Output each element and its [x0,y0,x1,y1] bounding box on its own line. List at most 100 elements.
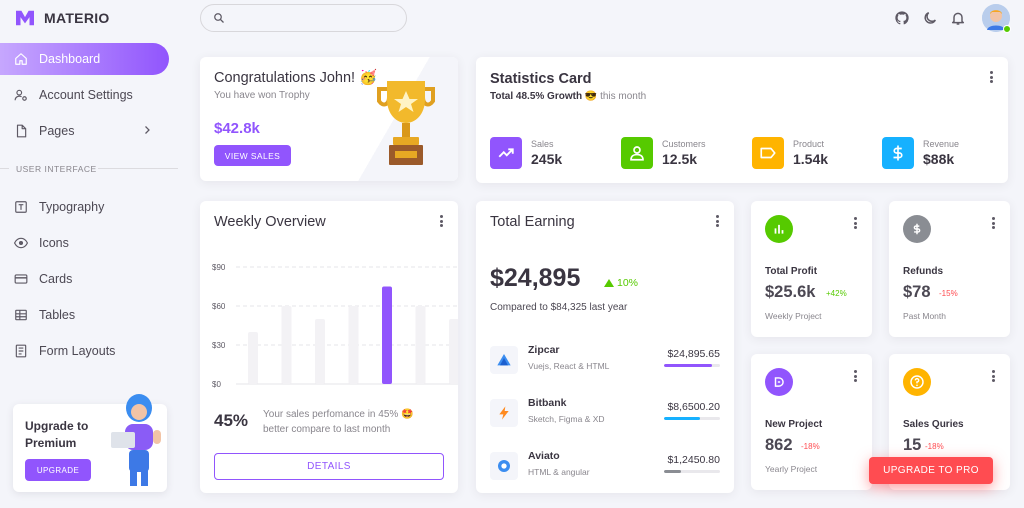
stat-label: Customers [662,139,706,149]
stat-value: 1.54k [793,151,829,167]
sidebar-item-label: Typography [39,200,105,214]
topbar-actions [894,4,1011,33]
chart-bar[interactable] [315,319,325,384]
typography-icon [14,200,28,214]
upgrade-button[interactable]: UPGRADE [25,459,91,481]
currency-icon [903,215,931,243]
more-vertical-icon[interactable] [990,71,994,83]
sidebar-item-label: Account Settings [39,88,133,102]
y-tick-label: $0 [212,380,221,389]
mini-card-change: -15% [939,289,958,298]
earning-progress-bar [664,470,720,473]
trophy-icon [377,81,435,165]
sidebar-item-pages[interactable]: Pages [0,115,169,147]
moon-icon[interactable] [922,10,938,26]
statistics-growth: Total 48.5% Growth [490,91,583,102]
sidebar-item-label: Dashboard [39,52,101,66]
sidebar-item-label: Cards [39,272,73,286]
upgrade-premium-title: Upgrade to Premium [25,419,89,450]
chart-bar[interactable] [382,286,392,385]
stat-label: Product [793,139,825,149]
earning-item-amount: $8,6500.20 [667,401,720,413]
sidebar-item-form-layouts[interactable]: Form Layouts [0,335,169,367]
sidebar-item-label: Pages [39,124,75,138]
total-earning-amount: $24,895 [490,264,581,292]
stat-item-sales: Sales 245k [490,137,562,169]
mini-card-footer: Yearly Project [765,464,818,474]
chart-bar[interactable] [348,306,359,384]
mini-card-footer: Weekly Project [765,311,822,321]
chart-bar[interactable] [248,332,258,384]
details-button[interactable]: DETAILS [214,453,444,480]
stat-item-product: Product 1.54k [752,137,828,169]
earning-item-desc: Sketch, Figma & XD [528,414,605,424]
chevron-right-icon [145,126,150,134]
brand-name: MATERIO [44,10,110,26]
weekly-bar-chart: $90 $60 $30 $0 [212,263,458,389]
person-illustration-icon [111,394,161,486]
earning-item-name: Aviato [528,450,560,462]
bell-icon[interactable] [950,10,966,26]
mini-card-value: 15 [903,436,922,454]
more-vertical-icon[interactable] [440,215,444,227]
congrats-subtitle: You have won Trophy [214,90,310,101]
sidebar-item-account-settings[interactable]: Account Settings [0,79,169,111]
stat-label: Sales [531,139,554,149]
stat-value: 245k [531,151,563,167]
sidebar-item-icons[interactable]: Icons [0,227,169,259]
more-vertical-icon[interactable] [854,217,858,229]
weekly-description: Your sales perfomance in 45% 🤩 better co… [263,409,414,435]
mini-card-change: -18% [801,442,820,451]
avatar[interactable] [982,4,1011,33]
mini-card-label: Sales Quries [903,419,964,430]
earning-item-desc: Vuejs, React & HTML [528,361,610,371]
chart-bar[interactable] [449,319,458,384]
label-icon [752,137,784,169]
total-earning-card: Total Earning $24,895 10% Compared to $8… [476,201,734,493]
sidebar-item-tables[interactable]: Tables [0,299,169,331]
new-project-card: New Project 862 -18% Yearly Project [751,354,872,490]
sidebar-item-dashboard[interactable]: Dashboard [0,43,169,75]
congrats-title: Congratulations John! 🥳 [214,70,378,86]
account-icon [621,137,653,169]
stat-item-customers: Customers 12.5k [621,137,706,169]
chart-bar[interactable] [415,306,426,384]
sidebar-item-label: Icons [39,236,69,250]
sidebar-item-cards[interactable]: Cards [0,263,169,295]
weekly-overview-card: Weekly Overview $90 $60 $30 $0 45% Your sal… [200,201,458,493]
credit-card-icon [14,272,28,286]
more-vertical-icon[interactable] [992,370,996,382]
brand[interactable]: MATERIO [14,9,110,27]
zipcar-logo-icon [490,346,518,374]
search-input[interactable] [200,4,407,32]
sidebar-item-typography[interactable]: Typography [0,191,169,223]
dollar-icon [882,137,914,169]
congrats-amount: $42.8k [214,120,260,137]
earning-progress-bar [664,364,720,367]
more-vertical-icon[interactable] [716,215,720,227]
upgrade-to-pro-button[interactable]: UPGRADE TO PRO [869,457,993,484]
sidebar: MATERIO Dashboard Account Settings Pages… [0,0,182,508]
upgrade-premium-card: Upgrade to Premium UPGRADE [13,394,167,492]
mini-card-label: Refunds [903,266,943,277]
mini-card-change: -18% [925,442,944,451]
section-label-user-interface: USER INTERFACE [0,164,182,174]
briefcase-icon [765,368,793,396]
mini-card-change: +42% [826,289,847,298]
home-icon [14,52,28,66]
more-vertical-icon[interactable] [992,217,996,229]
earning-compare: Compared to $84,325 last year [490,302,628,313]
more-vertical-icon[interactable] [854,370,858,382]
chart-bar[interactable] [281,306,292,384]
sidebar-item-label: Tables [39,308,76,322]
github-icon[interactable] [894,10,910,26]
account-cog-icon [14,88,28,102]
statistics-card: Statistics Card Total 48.5% Growth 😎 thi… [476,57,1008,183]
view-sales-button[interactable]: VIEW SALES [214,145,291,166]
mini-card-label: New Project [765,419,823,430]
sidebar-item-label: Form Layouts [39,344,116,358]
stat-item-revenue: Revenue $88k [882,137,959,169]
earning-growth-value: 10% [617,277,639,289]
mini-card-footer: Past Month [903,311,946,321]
table-icon [14,308,28,322]
